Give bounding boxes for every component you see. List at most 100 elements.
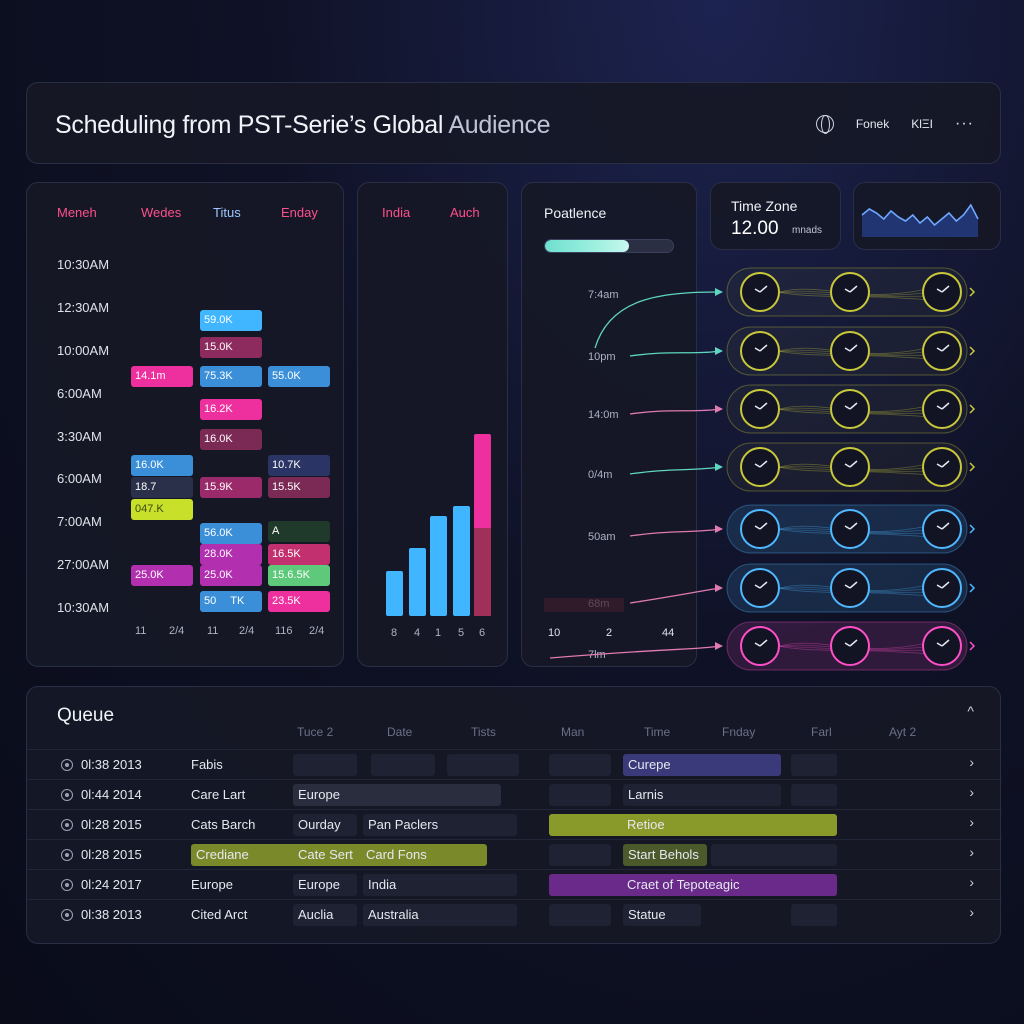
queue-column-header[interactable]: Tists [471, 725, 496, 739]
region-bar[interactable] [386, 571, 403, 616]
queue-cell[interactable]: India [363, 874, 517, 896]
chevron-right-icon[interactable]: › [969, 784, 974, 800]
chevron-right-icon[interactable] [969, 404, 976, 414]
queue-cell[interactable]: Europe [293, 784, 501, 806]
slot-label: 56.0K [204, 527, 233, 539]
queue-column-header[interactable]: Time [644, 725, 671, 739]
queue-cell[interactable]: Statue [623, 904, 701, 926]
schedule-slot[interactable]: 16.0K [131, 455, 193, 476]
schedule-slot[interactable]: 18.7 [131, 477, 193, 498]
more-icon[interactable]: ··· [955, 115, 974, 132]
schedule-slot[interactable]: 15.9K [200, 477, 262, 498]
schedule-slot[interactable]: 25.0K [131, 565, 193, 586]
schedule-slot[interactable]: 16.2K [200, 399, 262, 420]
queue-column-header[interactable]: Man [561, 725, 585, 739]
queue-row[interactable]: 0l:38 2013 Fabis Curepe › [27, 749, 1002, 779]
chevron-right-icon[interactable] [969, 462, 976, 472]
schedule-slot[interactable]: 23.5K [268, 591, 330, 612]
queue-column-header[interactable]: Tuce 2 [297, 725, 334, 739]
chevron-right-icon[interactable] [969, 346, 976, 356]
chevron-right-icon[interactable]: › [969, 904, 974, 920]
queue-column-header[interactable]: Farl [811, 725, 832, 739]
schedule-slot[interactable]: 15.0K [200, 337, 262, 358]
queue-name: Cited Arct [191, 907, 248, 922]
region-bar[interactable] [409, 548, 426, 616]
clock-hands [754, 402, 768, 410]
queue-cell[interactable]: Ourday [293, 814, 357, 836]
queue-cell[interactable]: Start Behols [623, 844, 707, 866]
slot-label: 047.K [135, 503, 164, 515]
schedule-slot[interactable]: A [268, 521, 330, 542]
region-bar[interactable] [430, 516, 447, 616]
queue-row[interactable]: 0l:28 2015 Cats Barch Ourday Pan Paclers Ret… [27, 809, 1002, 839]
clock-row[interactable] [726, 267, 976, 317]
chevron-right-icon[interactable] [969, 641, 976, 651]
collapse-icon[interactable]: ^ [967, 703, 974, 719]
queue-row[interactable]: 0l:24 2017 Europe Europe India Craet of Tepo… [27, 869, 1002, 899]
queue-row[interactable]: 0l:28 2015CredianeCredianeCate SertCard … [27, 839, 1002, 869]
schedule-slot[interactable]: 14.1m [131, 366, 193, 387]
queue-title: Queue [57, 705, 115, 726]
clock-row[interactable] [726, 504, 976, 554]
day-header[interactable]: Enday [281, 205, 318, 220]
chevron-right-icon[interactable]: › [969, 844, 974, 860]
region-bar[interactable] [453, 506, 470, 616]
arrow-head-icon [715, 463, 723, 471]
queue-cell[interactable]: Europe [293, 874, 357, 896]
clock-row[interactable] [726, 442, 976, 492]
clock-row[interactable] [726, 384, 976, 434]
clock-row[interactable] [726, 326, 976, 376]
schedule-slot[interactable]: 28.0K [200, 544, 262, 565]
queue-cell[interactable]: Australia [363, 904, 517, 926]
day-header[interactable]: Meneh [57, 205, 97, 220]
schedule-slot[interactable]: 25.0K [200, 565, 262, 586]
schedule-slot[interactable]: 75.3K [200, 366, 262, 387]
queue-cell-highlight[interactable]: Craet of Tepoteagic [549, 874, 837, 896]
queue-cell-highlight[interactable]: Crediane [191, 844, 487, 866]
day-header[interactable]: Titus [213, 205, 241, 220]
header-action-2[interactable]: KlΞI [911, 117, 934, 131]
queue-row[interactable]: 0l:44 2014 Care Lart Europe Larnis › [27, 779, 1002, 809]
schedule-slot[interactable]: 047.K [131, 499, 193, 520]
schedule-slot[interactable]: 15.6.5K [268, 565, 330, 586]
chevron-right-icon[interactable] [969, 287, 976, 297]
schedule-slot[interactable]: 10.7K [268, 455, 330, 476]
region-header[interactable]: India [382, 205, 411, 220]
queue-date: 0l:38 2013 [81, 907, 142, 922]
header-action-1[interactable]: Fonek [855, 117, 890, 131]
day-header[interactable]: Wedes [141, 205, 182, 220]
clock-row[interactable] [726, 621, 976, 671]
schedule-slot[interactable]: 16.0K [200, 429, 262, 450]
queue-cell[interactable]: Auclia [293, 904, 357, 926]
chevron-right-icon[interactable]: › [969, 754, 974, 770]
queue-column-header[interactable]: Date [387, 725, 413, 739]
clock-row[interactable] [726, 563, 976, 613]
queue-cell[interactable]: Card Fons [366, 847, 427, 862]
queue-column-header[interactable]: Fnday [722, 725, 756, 739]
region-header[interactable]: Auch [450, 205, 480, 220]
schedule-slot[interactable]: 56.0K [200, 523, 262, 544]
globe-icon[interactable] [815, 115, 834, 134]
chevron-right-icon[interactable]: › [969, 874, 974, 890]
audience-time-label: 14:0m [588, 409, 619, 421]
queue-cell[interactable]: Cate Sert [298, 847, 353, 862]
chevron-right-icon[interactable]: › [969, 814, 974, 830]
queue-row[interactable]: 0l:38 2013 Cited Arct Auclia Australia Statu… [27, 899, 1002, 929]
schedule-slot[interactable]: 15.5K [268, 477, 330, 498]
queue-cell-empty [549, 844, 611, 866]
queue-cell[interactable]: Larnis [623, 784, 781, 806]
schedule-slot[interactable]: 59.0K [200, 310, 262, 331]
queue-cell[interactable]: Curepe [623, 754, 781, 776]
schedule-slot[interactable]: 16.5K [268, 544, 330, 565]
queue-column-header[interactable]: Ayt 2 [889, 725, 917, 739]
timezone-card[interactable]: Time Zone 12.00 mnads [710, 182, 841, 250]
queue-cell-highlight[interactable]: Retioe [549, 814, 837, 836]
schedule-slot[interactable]: 50 TK [200, 591, 262, 612]
chevron-right-icon[interactable] [969, 524, 976, 534]
schedule-slot[interactable]: 55.0K [268, 366, 330, 387]
queue-name: Europe [191, 877, 233, 892]
queue-cell[interactable]: Pan Paclers [363, 814, 517, 836]
slot-label: 16.0K [135, 459, 164, 471]
chevron-right-icon[interactable] [969, 583, 976, 593]
